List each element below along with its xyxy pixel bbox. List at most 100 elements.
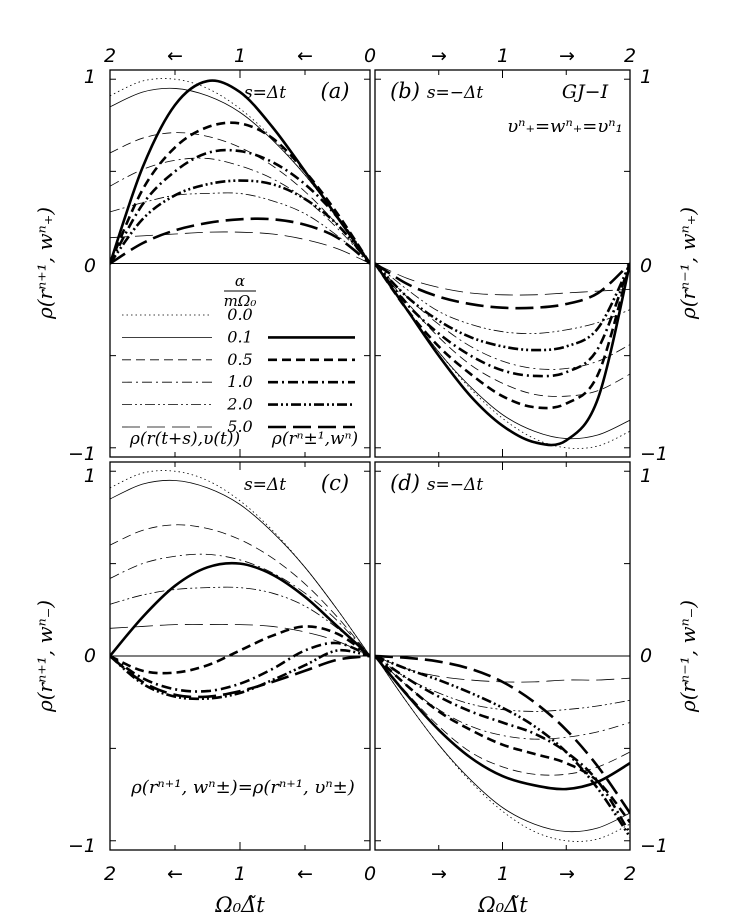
series-line-thin-alpha-0-1	[110, 87, 370, 264]
panel-label-a: (a)	[321, 79, 350, 103]
x-tick-label-top-right: →	[431, 45, 447, 67]
x-axis-label-left: Ω₀Δ̃t	[214, 893, 265, 917]
y-tick-label-right: −1	[640, 835, 668, 857]
y-axis-label-top-right: ρ(rⁿ⁻¹, wⁿ₊)	[676, 207, 700, 320]
y-tick-label-right: 0	[640, 255, 652, 277]
legend-alpha-value: 1.0	[227, 372, 252, 391]
panel-a	[109, 69, 371, 458]
legend-caption-right: ρ(rⁿ±¹,wⁿ)	[271, 429, 358, 449]
x-tick-label-bottom-left: 0	[364, 863, 376, 885]
panel-b	[374, 69, 631, 458]
y-tick-label-left: 0	[84, 255, 96, 277]
series-line-thick-alpha-1-0	[110, 641, 370, 693]
series-line-thin-alpha-2-0	[375, 263, 630, 335]
series-line-thin-alpha-1-0	[110, 553, 370, 657]
panel-d	[374, 461, 631, 851]
series-line-thin-alpha-1-0	[375, 263, 630, 370]
legend-alpha-value: 5.0	[227, 417, 252, 436]
series-line-thin-alpha-0-5	[375, 655, 630, 776]
panel-note-b: s=−Δt	[427, 83, 483, 103]
x-tick-label-bottom-left: ←	[167, 863, 183, 885]
series-line-thin-alpha-5-0	[110, 624, 370, 657]
panel-b-scheme: GJ−I	[562, 81, 609, 103]
y-tick-label-right: −1	[640, 443, 668, 465]
series-line-thin-alpha-0-0	[375, 655, 630, 842]
y-tick-label-right: 0	[640, 645, 652, 667]
panel-c	[109, 461, 371, 851]
legend-caption-left: ρ(r(t+s),υ(t))	[129, 429, 240, 449]
series-line-thin-alpha-5-0	[375, 655, 630, 683]
legend-header-den: mΩ₀	[224, 292, 257, 310]
legend-alpha-value: 0.1	[227, 327, 252, 346]
x-axis-label-right: Ω₀Δ̃t	[477, 893, 528, 917]
x-tick-label-bottom-right: 1	[497, 863, 509, 885]
x-tick-label-top-left: 2	[104, 45, 116, 67]
series-line-thick-alpha-0-1	[110, 79, 370, 265]
y-tick-label-right: 1	[640, 66, 652, 88]
panel-label-d: (d)	[390, 471, 420, 495]
y-axis-label-bottom-left: ρ(rⁿ⁺¹, wⁿ₋)	[33, 600, 57, 713]
series-line-thin-alpha-0-5	[375, 263, 630, 397]
legend-alpha-value: 2.0	[226, 395, 252, 414]
y-tick-label-left: 1	[84, 465, 96, 487]
series-line-thick-alpha-2-0	[110, 179, 370, 265]
panel-label-b: (b)	[390, 79, 420, 103]
series-line-thick-alpha-5-0	[110, 654, 370, 699]
legend-alpha-value: 0.5	[227, 350, 252, 369]
series-line-thin-alpha-0-1	[110, 479, 370, 657]
x-tick-label-bottom-left: 2	[104, 863, 116, 885]
x-tick-label-bottom-right: →	[559, 863, 575, 885]
series-line-thick-alpha-0-1	[375, 655, 630, 791]
series-line-thin-alpha-1-0	[375, 655, 630, 740]
y-tick-label-left: 1	[84, 66, 96, 88]
x-tick-label-bottom-right: →	[431, 863, 447, 885]
y-axis-label-bottom-right: ρ(rⁿ⁻¹, wⁿ₋)	[676, 600, 700, 713]
series-line-thick-alpha-1-0	[375, 654, 630, 835]
text-layer: (a) s=Δt (b) s=−Δt (c) s=Δt (d) s=−Δt GJ−I υⁿ₊=wⁿ…	[33, 45, 700, 917]
x-tick-label-bottom-left: 1	[234, 863, 246, 885]
x-tick-label-top-right: 2	[624, 45, 636, 67]
series-line-thick-alpha-0-1	[375, 262, 630, 447]
series-line-thin-alpha-5-0	[110, 231, 370, 264]
panel-b-equality: υⁿ₊=wⁿ₊=υⁿ₁	[507, 116, 623, 137]
series-line-thin-alpha-1-0	[110, 157, 370, 264]
x-tick-label-top-left: ←	[297, 45, 313, 67]
y-tick-label-left: −1	[68, 835, 96, 857]
x-tick-label-bottom-right: 2	[624, 863, 636, 885]
series-line-thin-alpha-0-0	[110, 470, 370, 657]
series-line-thick-alpha-5-0	[110, 217, 370, 265]
series-line-thick-alpha-1-0	[375, 262, 630, 378]
series-line-thick-alpha-2-0	[375, 654, 630, 838]
panel-note-c: s=Δt	[244, 475, 286, 495]
panels-layer	[109, 69, 631, 851]
series-line-thin-alpha-0-1	[375, 655, 630, 833]
series-line-thick-alpha-5-0	[375, 654, 630, 814]
series-line-thick-alpha-0-5	[375, 655, 630, 824]
x-tick-label-top-left: 1	[234, 45, 246, 67]
legend-header-num: α	[235, 272, 245, 290]
x-tick-label-top-left: ←	[167, 45, 183, 67]
series-line-thick-alpha-0-5	[375, 262, 630, 410]
x-tick-label-top-right: →	[559, 45, 575, 67]
panel-note-d: s=−Δt	[427, 475, 483, 495]
series-line-thick-alpha-0-1	[110, 561, 370, 657]
series-line-thick-alpha-2-0	[110, 648, 370, 701]
x-tick-label-top-right: 1	[497, 45, 509, 67]
x-tick-label-top-left: 0	[364, 45, 376, 67]
panel-c-formula: ρ(rⁿ⁺¹, wⁿ±)=ρ(rⁿ⁺¹, υⁿ±)	[130, 777, 355, 798]
y-axis-label-top-left: ρ(rⁿ⁺¹, wⁿ₊)	[33, 207, 57, 320]
legend-alpha-value: 0.0	[227, 305, 252, 324]
panel-note-a: s=Δt	[244, 83, 286, 103]
x-tick-label-bottom-left: ←	[297, 863, 313, 885]
series-line-thin-alpha-0-5	[110, 132, 370, 264]
series-line-thick-alpha-5-0	[375, 262, 630, 310]
y-tick-label-left: −1	[68, 443, 96, 465]
series-line-thick-alpha-0-5	[110, 625, 370, 675]
y-tick-label-right: 1	[640, 465, 652, 487]
y-tick-label-left: 0	[84, 645, 96, 667]
series-line-thin-alpha-0-5	[110, 524, 370, 657]
series-line-thick-alpha-1-0	[110, 148, 370, 265]
series-line-thick-alpha-0-5	[110, 121, 370, 265]
